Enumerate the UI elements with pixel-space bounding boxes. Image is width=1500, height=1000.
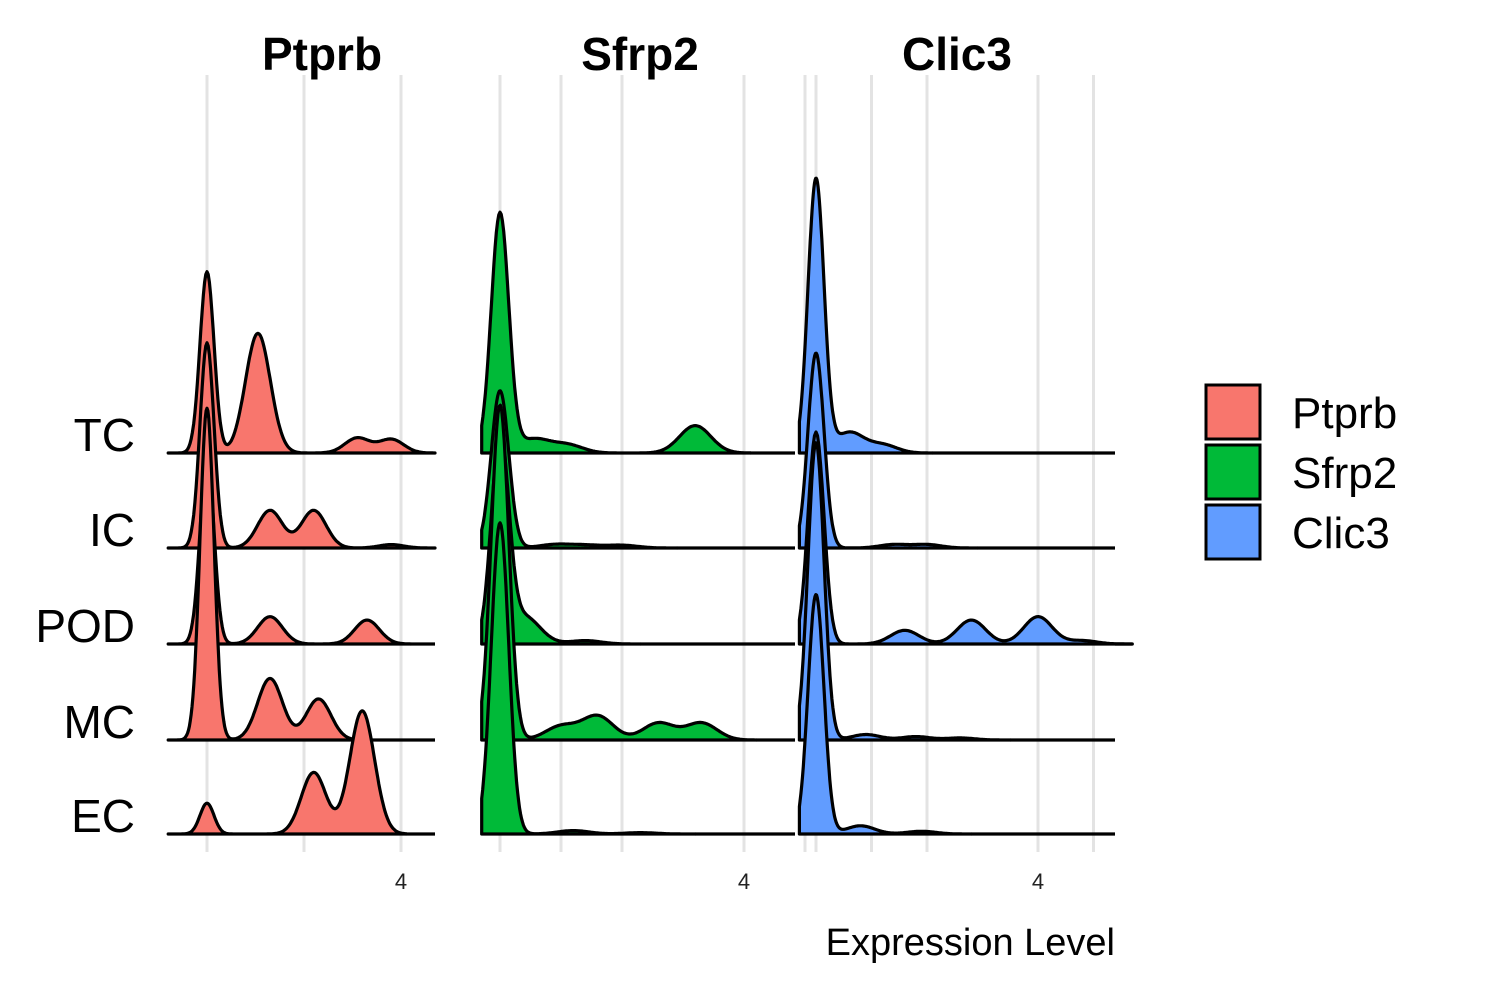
ridge-clic3-ec (797, 593, 973, 836)
ridge-ptprb-tc (166, 270, 437, 455)
legend-key-ptprb (1204, 383, 1262, 441)
ridge-clic3-pod (797, 430, 1134, 646)
ridge-layer (166, 176, 1134, 836)
panel-title-ptprb: Ptprb (262, 28, 382, 80)
row-label-mc: MC (63, 696, 135, 748)
legend-label-sfrp2: Sfrp2 (1292, 449, 1397, 498)
ridge-sfrp2-mc (480, 403, 758, 742)
legend-label-ptprb: Ptprb (1292, 389, 1397, 438)
row-label-tc: TC (74, 409, 135, 461)
ridge-ptprb-mc (166, 406, 364, 742)
ridge-ptprb-ec (166, 709, 408, 836)
row-label-ic: IC (89, 504, 135, 556)
ridge-sfrp2-ec (480, 521, 697, 836)
ridge-clic3-mc (797, 441, 1012, 742)
ridge-sfrp2-tc (480, 210, 752, 455)
legend-key-clic3 (1204, 503, 1262, 561)
grid-layer (205, 75, 1095, 852)
legend-key-sfrp2 (1204, 443, 1262, 501)
tick-label-ptprb: 4 (395, 869, 407, 894)
panel-title-sfrp2: Sfrp2 (581, 28, 699, 80)
legend-label-clic3: Clic3 (1292, 509, 1390, 558)
tick-label-clic3: 4 (1032, 869, 1044, 894)
row-label-ec: EC (71, 790, 135, 842)
legend: Ptprb Sfrp2 Clic3 (1204, 383, 1397, 561)
tick-label-sfrp2: 4 (738, 869, 750, 894)
row-label-pod: POD (35, 600, 135, 652)
ridge-ptprb-ic (166, 341, 437, 550)
x-axis-title: Expression Level (826, 922, 1115, 964)
text-layer: Expression Level Ptprb 4 Sfrp2 4 Clic3 4 TC IC P… (35, 28, 1115, 964)
panel-title-clic3: Clic3 (902, 28, 1012, 80)
